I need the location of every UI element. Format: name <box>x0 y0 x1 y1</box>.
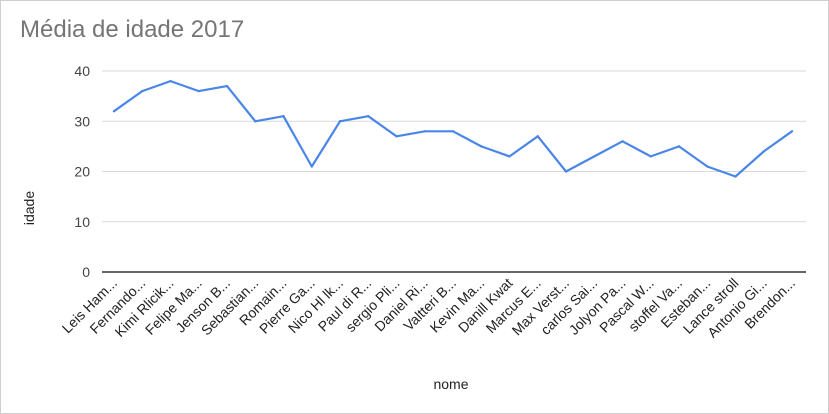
y-tick-label: 0 <box>82 264 90 280</box>
data-point <box>395 135 398 138</box>
data-point <box>197 89 200 93</box>
data-point <box>169 79 172 83</box>
data-point <box>734 175 737 178</box>
data-point <box>649 155 652 158</box>
data-point <box>536 135 539 138</box>
data-point <box>593 155 596 158</box>
chart-title: Média de idade 2017 <box>20 16 245 43</box>
y-tick-labels: 0 10 20 30 40 <box>74 63 90 280</box>
data-point <box>141 89 144 93</box>
data-point <box>508 155 511 158</box>
data-point <box>282 115 285 118</box>
x-tick-labels: Leis Ham...Fernando...Kimi Rlicik...Feli… <box>59 275 798 341</box>
y-tick-label: 20 <box>74 164 90 180</box>
data-point <box>423 130 426 133</box>
data-point <box>338 120 342 123</box>
series-line-0 <box>113 79 793 178</box>
data-point <box>706 165 709 168</box>
grid-lines <box>102 70 806 273</box>
data-point <box>621 140 624 143</box>
y-axis-title: idade <box>21 191 37 225</box>
data-point <box>254 120 257 123</box>
x-axis-title: nome <box>433 376 468 392</box>
data-point <box>367 115 370 118</box>
data-point <box>564 170 568 173</box>
data-point <box>451 130 455 133</box>
data-point <box>480 145 483 148</box>
series-lines <box>112 79 794 178</box>
data-point <box>677 145 681 148</box>
y-tick-label: 40 <box>74 63 90 79</box>
data-point <box>762 150 765 153</box>
data-point <box>112 110 116 113</box>
y-tick-label: 10 <box>74 214 90 230</box>
y-tick-label: 30 <box>74 113 90 129</box>
data-point <box>310 165 313 168</box>
data-point <box>790 130 794 133</box>
data-point <box>225 84 229 88</box>
